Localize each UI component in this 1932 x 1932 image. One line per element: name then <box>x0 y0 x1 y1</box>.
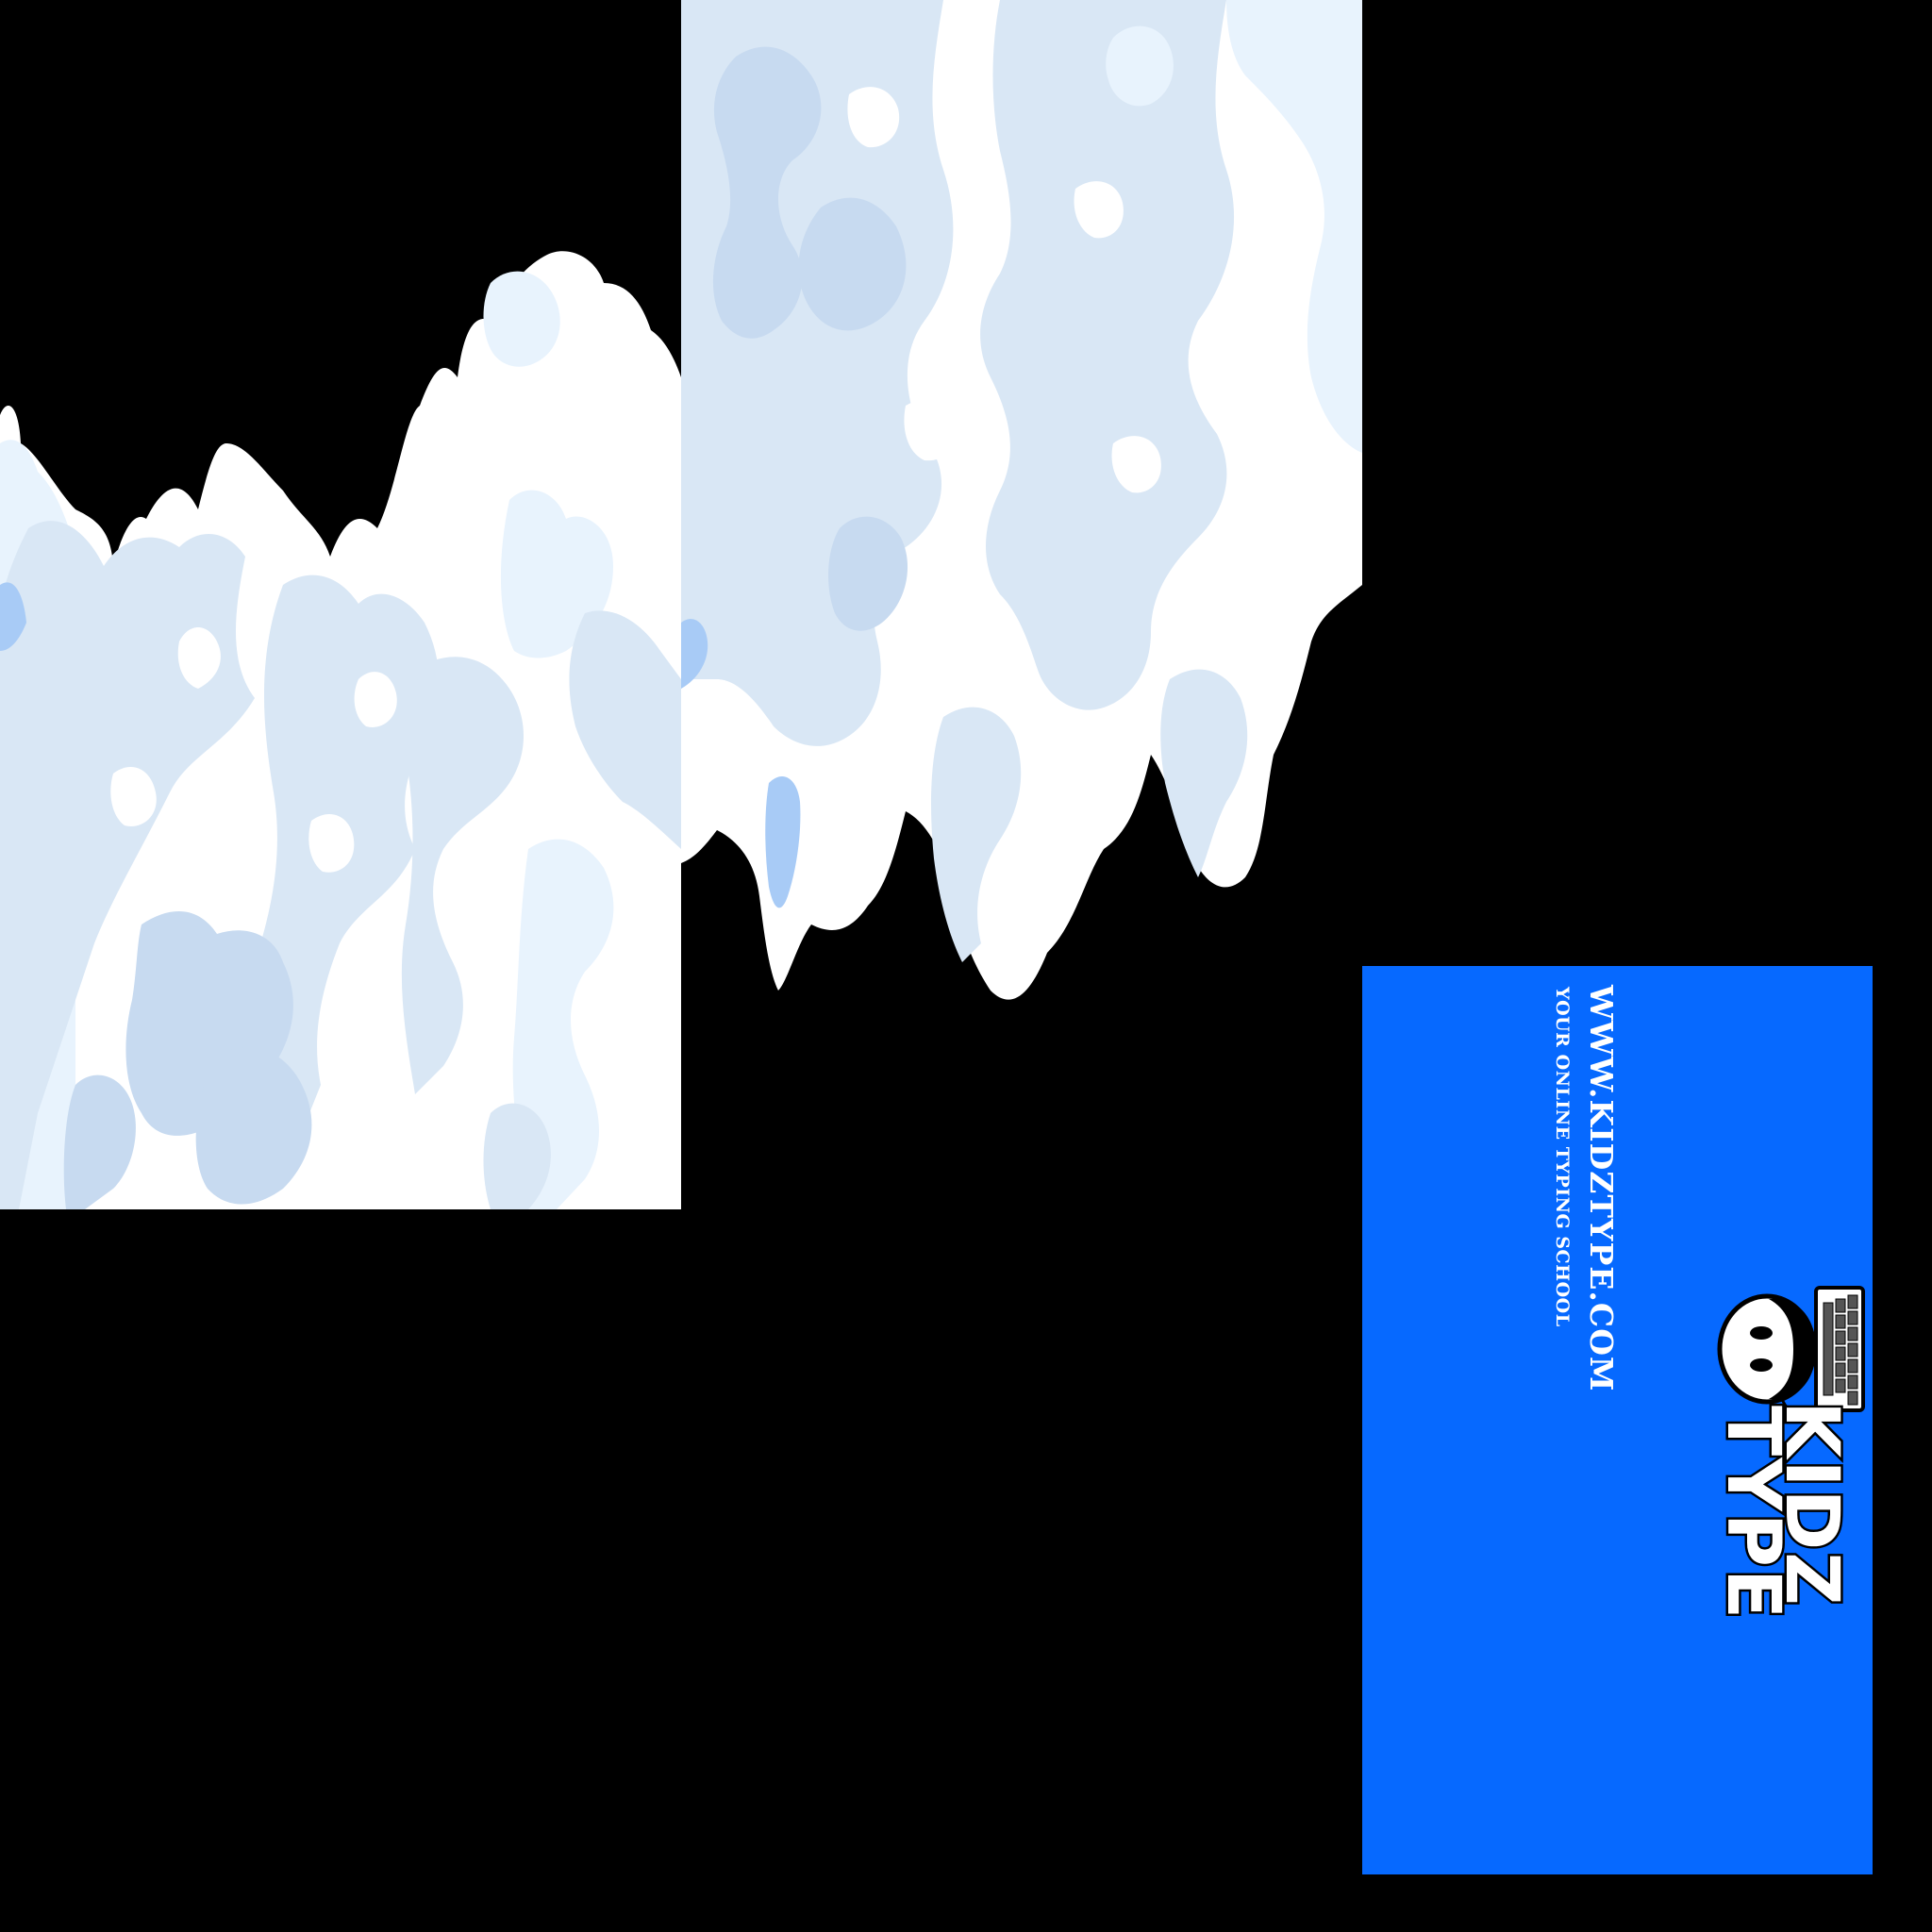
keyboard-icon <box>1814 1286 1865 1412</box>
kidztype-logo: KIDZ TYPE <box>1703 1226 1873 1624</box>
logo-text-type: TYPE <box>1708 1404 1798 1624</box>
website-url: WWW.KIDZTYPE.COM <box>1583 985 1620 1392</box>
brand-rotated-content: KIDZ TYPE WWW.KIDZTYPE.COM YOUR ONLINE T… <box>1362 966 1873 1874</box>
tagline: YOUR ONLINE TYPING SCHOOL <box>1552 987 1573 1327</box>
kidztype-brand-card: KIDZ TYPE WWW.KIDZTYPE.COM YOUR ONLINE T… <box>1362 966 1873 1874</box>
cloud-sprite-right <box>681 0 1362 1000</box>
kid-face-logo-icon <box>1717 1286 1865 1412</box>
cloud-sprite-left <box>0 251 681 1209</box>
